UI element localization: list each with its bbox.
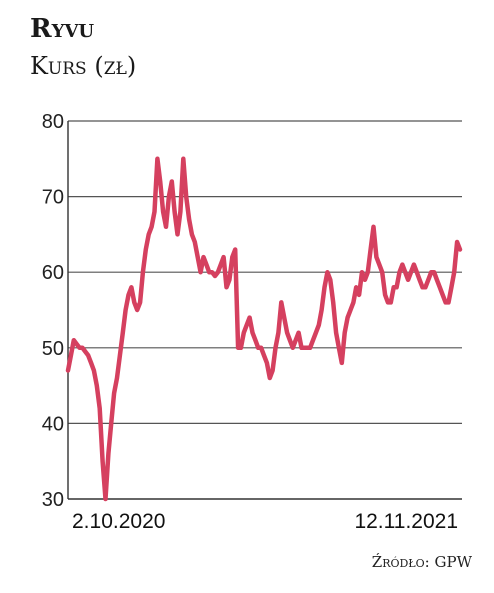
series-group xyxy=(65,156,463,502)
y-tick-label: 40 xyxy=(42,413,64,435)
x-tick-label: 12.11.2021 xyxy=(354,510,458,533)
y-tick-label: 50 xyxy=(42,338,64,360)
series-line xyxy=(65,156,463,502)
source-note: Źródło: GPW xyxy=(371,553,472,571)
gridlines xyxy=(67,120,462,500)
y-tick-label: 80 xyxy=(42,111,64,133)
chart-title: Ryvu xyxy=(30,14,95,44)
x-tick-label: 2.10.2020 xyxy=(72,510,165,533)
y-tick-label: 30 xyxy=(42,489,64,511)
y-axis-ticks: 30 40 50 60 70 80 xyxy=(42,111,64,511)
y-tick-label: 70 xyxy=(42,187,64,209)
chart-subtitle: Kurs (zł) xyxy=(30,52,137,80)
x-axis-ticks: 2.10.2020 12.11.2021 xyxy=(72,510,458,533)
y-tick-label: 60 xyxy=(42,262,64,284)
